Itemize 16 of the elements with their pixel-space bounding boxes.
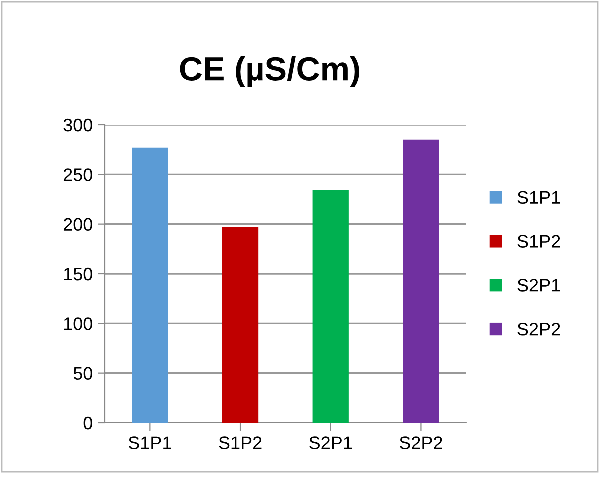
y-tick-label: 250 — [64, 168, 92, 182]
legend-label: S1P1 — [518, 191, 560, 204]
chart-title: CE (µS/Cm) — [180, 56, 360, 88]
y-tick-label: 0 — [84, 416, 92, 430]
y-tick-label: 50 — [74, 367, 92, 380]
legend-label: S2P1 — [518, 279, 560, 292]
x-tick-label: S2P2 — [400, 436, 442, 450]
x-tick-label: S1P2 — [219, 436, 262, 450]
legend-label: S2P2 — [518, 322, 560, 336]
y-tick-label: 100 — [64, 318, 92, 330]
legend-label: S1P2 — [518, 235, 560, 248]
y-tick-label: 200 — [64, 218, 92, 232]
y-tick-label: 150 — [64, 268, 92, 281]
x-tick-label: S1P1 — [128, 436, 172, 450]
y-tick-label: 300 — [64, 118, 92, 132]
x-tick-label: S2P1 — [310, 436, 352, 450]
